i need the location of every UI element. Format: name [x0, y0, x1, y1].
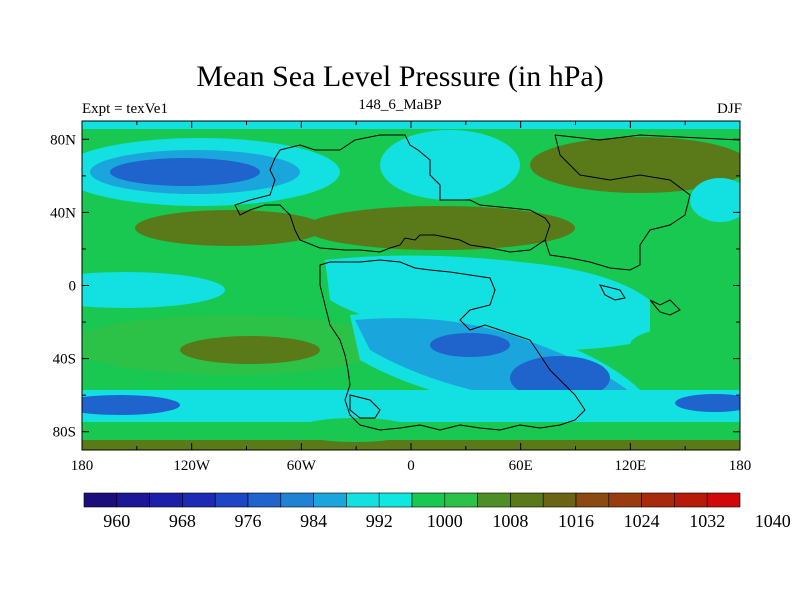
y-tick-label: 80N: [50, 132, 76, 148]
coast-gondwana: [319, 259, 586, 431]
age-label: 148_6_MaBP: [358, 97, 442, 113]
colorbar-swatch: [542, 492, 577, 508]
x-tick-label: 180: [729, 458, 752, 474]
field-east-pacific-high: [630, 327, 740, 363]
colorbar-swatch: [182, 492, 216, 508]
colorbar-swatch: [214, 492, 249, 508]
y-tick-label: 80S: [53, 425, 76, 441]
x-tick-label: 180: [71, 458, 94, 474]
field-north-atlantic-low: [380, 130, 520, 200]
field-asian-high: [530, 137, 740, 193]
x-tick-label: 120E: [614, 458, 646, 474]
colorbar-label: 976: [235, 511, 262, 531]
colorbar-swatch: [378, 492, 413, 508]
colorbar-label: 1000: [427, 511, 463, 531]
field-south-pacific-high-core: [180, 336, 320, 364]
colorbar-label: 1016: [558, 511, 594, 531]
pressure-field: [82, 121, 740, 450]
coast-island: [649, 299, 681, 316]
colorbar-swatch: [149, 492, 183, 508]
colorbar-swatch: [280, 492, 314, 508]
colorbar-swatch: [575, 492, 610, 508]
coastlines: [234, 134, 740, 431]
field-north-pacific-low-core: [110, 158, 260, 186]
chart-title: Mean Sea Level Pressure (in hPa): [196, 60, 604, 93]
colorbar-label: 1040: [755, 511, 791, 531]
colorbar-label: 1008: [492, 511, 528, 531]
x-tick-label: 60E: [509, 458, 533, 474]
axis-ticks: 180 120W 60W 0 60E 120E 180 80N 40N 0 40S 80S: [50, 121, 751, 474]
colorbar-swatch: [411, 492, 446, 508]
colorbar-swatch: [706, 492, 741, 508]
x-tick-label: 120W: [173, 458, 211, 474]
colorbar-swatch: [608, 492, 642, 508]
field-southern-ocean-low-west: [82, 395, 180, 415]
colorbar-swatch: [247, 492, 282, 508]
colorbar-swatch: [313, 492, 347, 508]
season-label: DJF: [716, 101, 742, 117]
colorbar-swatch: [477, 492, 511, 508]
coast-island-2: [599, 284, 626, 301]
field-southern-ocean-trough: [82, 390, 740, 422]
colorbar-swatch: [674, 492, 708, 508]
y-tick-label: 40S: [53, 352, 76, 368]
field-subtropical-high-east: [305, 206, 575, 250]
coast-laurasia-west: [234, 134, 551, 253]
y-tick-label: 0: [69, 279, 77, 295]
colorbar-label: 1032: [689, 511, 725, 531]
experiment-label: Expt = texVe1: [82, 101, 168, 117]
x-tick-label: 0: [407, 458, 415, 474]
field-southern-low-core-west: [430, 333, 510, 357]
colorbar-label: 992: [366, 511, 393, 531]
colorbar-swatch: [510, 492, 544, 508]
colorbar-label: 984: [300, 511, 327, 531]
field-antarctic-green: [295, 418, 415, 442]
field-southern-low-core: [510, 356, 610, 400]
colorbar-swatch: [116, 492, 150, 508]
colorbar: 960 968 976 984 992 1000 1008 1016 1024 1032 1040: [83, 492, 791, 531]
coast-laurasia-east: [544, 134, 740, 271]
coast-south-block: [349, 394, 381, 419]
field-subtropical-high-west: [135, 210, 325, 246]
field-east-asia-low: [690, 178, 740, 222]
colorbar-swatch: [83, 492, 118, 508]
colorbar-label: 960: [103, 511, 130, 531]
field-southern-ocean-low-east: [675, 394, 740, 412]
y-tick-label: 40N: [50, 205, 76, 221]
colorbar-swatch: [346, 492, 380, 508]
colorbar-swatch: [444, 492, 478, 508]
colorbar-swatch: [641, 492, 675, 508]
colorbar-label: 968: [169, 511, 196, 531]
colorbar-label: 1024: [624, 511, 660, 531]
x-tick-label: 60W: [287, 458, 317, 474]
field-west-equatorial-low: [82, 272, 225, 308]
